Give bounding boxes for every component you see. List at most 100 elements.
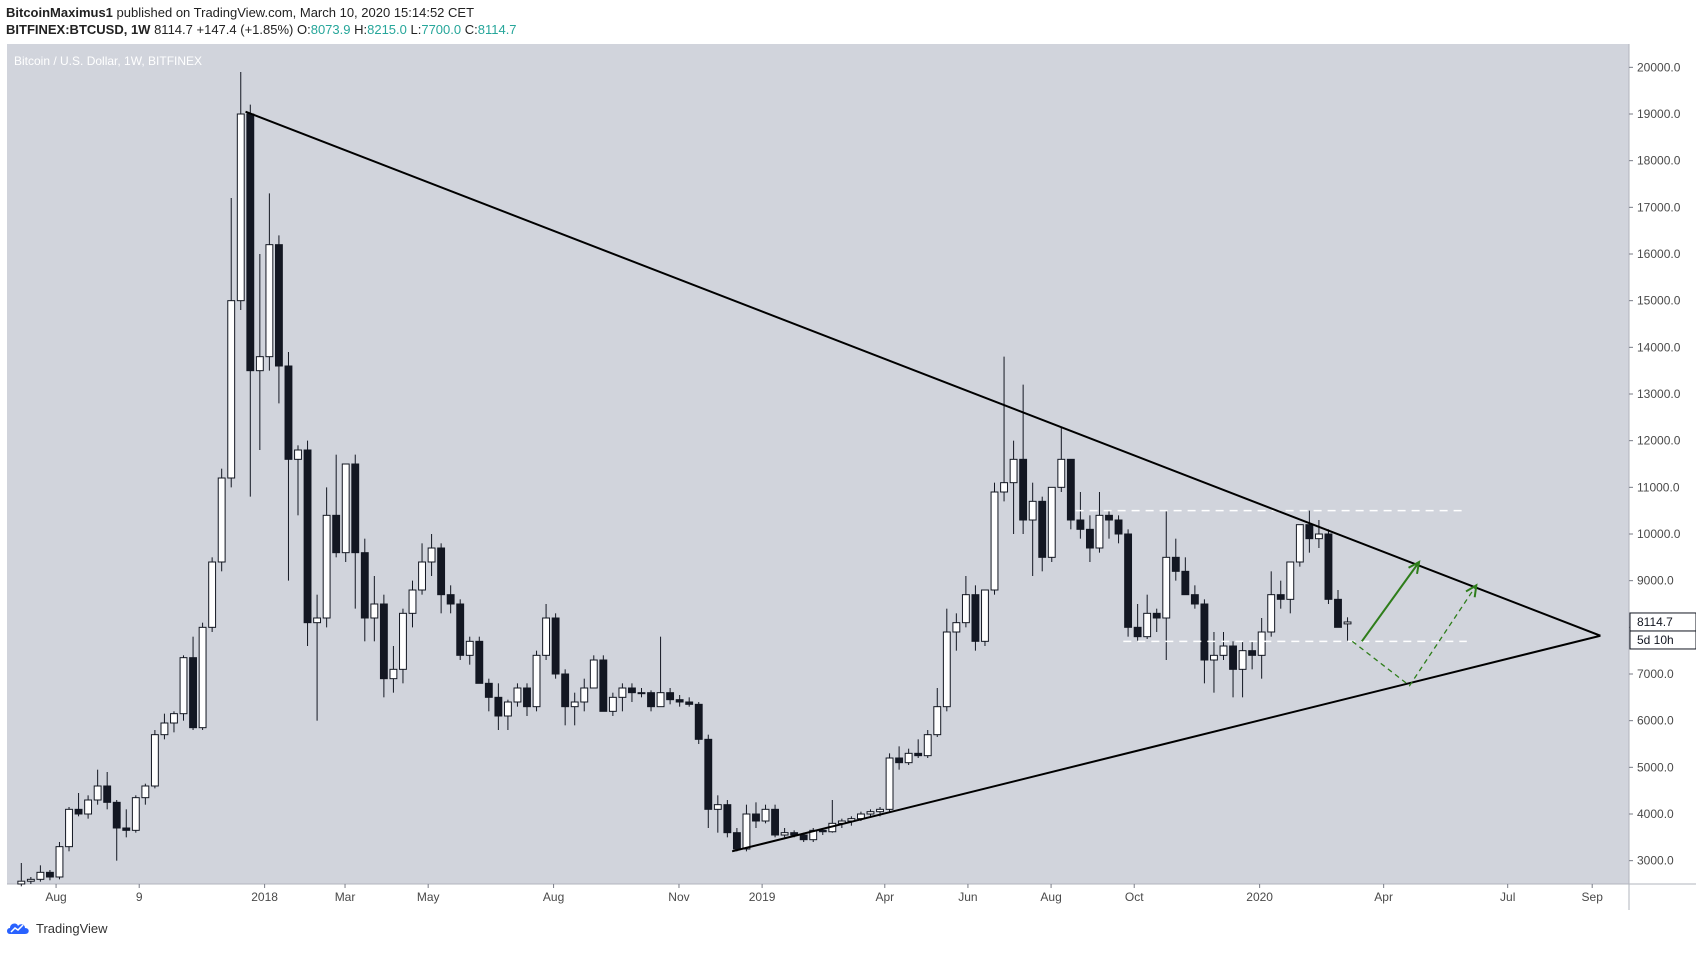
time-tick-label: Mar (335, 890, 356, 904)
candle-body (1076, 519, 1085, 530)
candle-body (1066, 458, 1075, 521)
candle-body (1105, 514, 1113, 521)
price-tick-label: 3000.0 (1637, 854, 1674, 868)
candle-body (1019, 458, 1028, 521)
candle-body (780, 832, 789, 836)
candle-body (1152, 612, 1161, 619)
published-text: published on TradingView.com, March 10, … (116, 5, 475, 20)
candle-body (150, 734, 159, 787)
time-tick-label: Apr (1374, 890, 1393, 904)
candle-body (971, 594, 980, 642)
candle-body (217, 477, 226, 563)
high-value: 8215.0 (367, 22, 407, 37)
plot-background[interactable] (7, 44, 1629, 884)
candle-body (752, 813, 760, 822)
candle-body (761, 808, 770, 822)
candle-body (55, 846, 64, 878)
price-axis[interactable]: 3000.04000.05000.06000.07000.08000.09000… (1629, 60, 1681, 868)
candle-body (1057, 458, 1066, 488)
bullish-arrow-path (1361, 561, 1420, 642)
candle-body (542, 617, 551, 656)
candle-body (265, 244, 274, 358)
price-tick-label: 13000.0 (1637, 387, 1681, 401)
open-label: O: (296, 22, 311, 37)
candle-body (942, 631, 951, 708)
time-tick-label: 2019 (749, 890, 776, 904)
author-name[interactable]: BitcoinMaximus1 (6, 5, 113, 20)
publish-header: BitcoinMaximus1 published on TradingView… (6, 5, 474, 20)
alternate-path-path (1351, 584, 1477, 687)
candle-body (704, 738, 713, 810)
candle-body (74, 808, 83, 815)
candle-body (608, 696, 617, 712)
candle-body (427, 547, 436, 563)
tradingview-footer[interactable]: TradingView (6, 920, 108, 936)
candle-body (1171, 556, 1180, 572)
candle-body (475, 640, 484, 684)
low-value: 7700.0 (421, 22, 462, 37)
candle-body (494, 696, 503, 717)
candle-body (1133, 626, 1142, 638)
candle-body (1248, 650, 1257, 656)
candle-body (647, 692, 655, 708)
last-price: 8114.7 (154, 22, 193, 37)
candle-body (599, 659, 608, 712)
price-tick-label: 4000.0 (1637, 807, 1674, 821)
time-axis[interactable]: Aug 9 2018 Mar May Aug Nov 2019 Apr Jun Aug Oct 2020… (45, 884, 1603, 904)
candle-body (446, 594, 455, 605)
price-tick-label: 16000.0 (1637, 247, 1681, 261)
countdown-tag (1629, 630, 1696, 650)
price-tick-label: 7000.0 (1637, 667, 1674, 681)
candle-body (1200, 603, 1209, 661)
price-tick-label: 11000.0 (1637, 480, 1680, 494)
open-value: 8073.9 (310, 22, 351, 37)
candle-body (370, 603, 379, 619)
price-tick-label: 6000.0 (1637, 714, 1674, 728)
candle-body (303, 449, 312, 624)
candle-body (65, 808, 73, 848)
candle-body (437, 547, 446, 596)
candle-body (351, 463, 360, 554)
candle-body (1229, 645, 1237, 670)
candle-body (895, 757, 904, 764)
candle-body (628, 687, 636, 694)
candle-body (1324, 533, 1333, 600)
candle-body (122, 827, 131, 831)
time-tick-label: 2020 (1246, 890, 1273, 904)
candle-body (675, 699, 684, 703)
tradingview-brand: TradingView (36, 920, 108, 936)
candle-body (523, 687, 531, 708)
candle-body (1286, 561, 1295, 600)
candle-body (131, 797, 140, 831)
candle-body (961, 594, 970, 624)
time-tick-label: Aug (1040, 890, 1061, 904)
candle-body (418, 561, 426, 591)
candle-body (93, 785, 102, 801)
candle-body (408, 589, 417, 614)
time-tick-label: Aug (45, 890, 66, 904)
candle-body (732, 832, 741, 850)
price-tick-label: 5000.0 (1637, 760, 1674, 774)
candle-body (255, 356, 264, 372)
candle-body (227, 300, 236, 479)
candle-body (1038, 500, 1047, 558)
high-label: H: (354, 22, 368, 37)
candle-body (84, 799, 93, 815)
candle-body (456, 603, 465, 656)
candle-body (990, 491, 999, 591)
tradingview-cloud-icon (7, 923, 29, 934)
candle-body (141, 785, 150, 799)
candle-body (17, 880, 26, 885)
candle-body (551, 617, 560, 675)
candle-body (1314, 533, 1323, 540)
candle-body (904, 752, 913, 764)
candle-body (332, 514, 341, 554)
candle-body (1000, 482, 1008, 493)
time-tick-label: Sep (1582, 890, 1604, 904)
candle-body (933, 706, 942, 736)
candle-body (666, 692, 675, 701)
candle-body (1219, 645, 1228, 656)
price-tags: 8114.7 5d 10h (1629, 612, 1696, 650)
